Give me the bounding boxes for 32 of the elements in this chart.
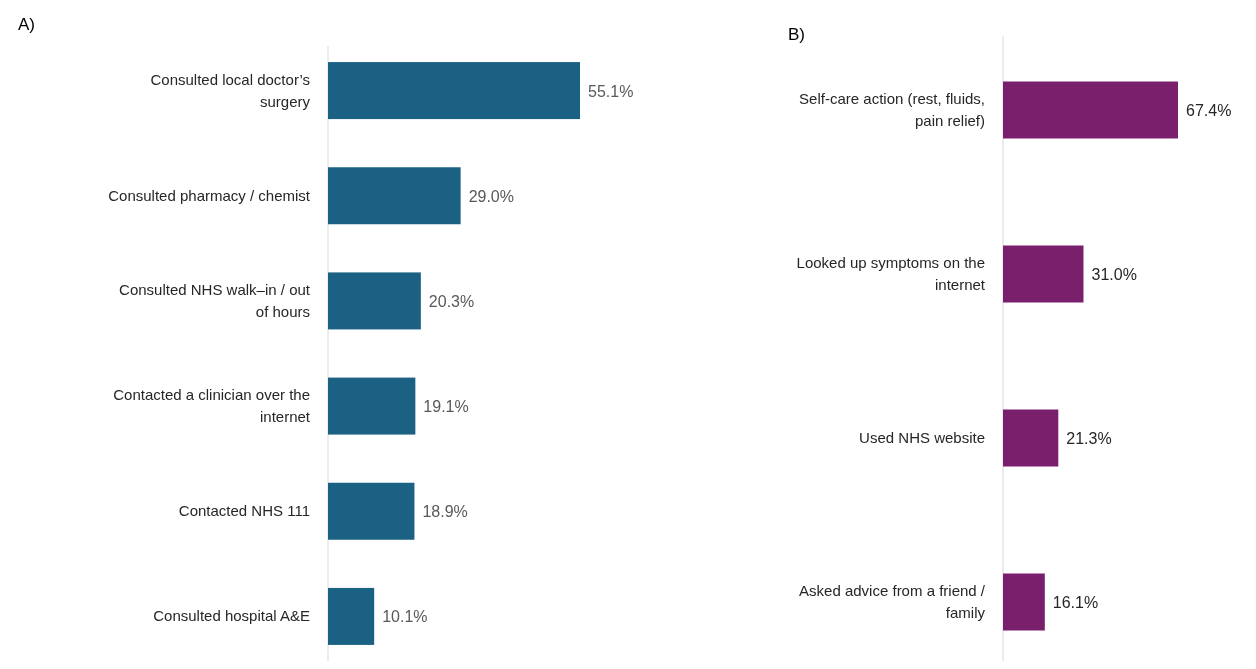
y-tick-label: Looked up symptoms on the internet xyxy=(796,254,986,293)
bar xyxy=(328,482,415,540)
data-label: 21.3% xyxy=(1066,430,1112,447)
y-tick-label: Asked advice from a friend / family xyxy=(799,582,986,621)
y-tick-label: Consulted local doctor’s surgery xyxy=(150,70,311,110)
y-tick-label: Consulted NHS walk–in / out of hours xyxy=(119,280,311,320)
data-label: 10.1% xyxy=(382,608,428,626)
y-tick-label: Consulted pharmacy / chemist xyxy=(108,186,311,204)
data-label: 29.0% xyxy=(468,187,515,205)
bar xyxy=(328,272,421,330)
data-label: 67.4% xyxy=(1186,102,1232,119)
bar xyxy=(328,377,416,435)
y-tick-label: Consulted hospital A&E xyxy=(153,607,310,625)
data-label: 20.3% xyxy=(428,292,475,310)
data-label: 18.9% xyxy=(422,503,468,521)
y-tick-label: Used NHS website xyxy=(859,429,985,446)
data-label: 16.1% xyxy=(1052,594,1099,611)
y-tick-label: Contacted NHS 111 xyxy=(178,502,310,520)
y-tick-label: Self-care action (rest, fluids, pain relief) xyxy=(799,90,985,129)
y-tick-label: Contacted a clinician over the internet xyxy=(113,386,311,426)
text: B) xyxy=(788,25,805,44)
data-label: 31.0% xyxy=(1091,266,1137,283)
data-label: 55.1% xyxy=(588,82,634,100)
text: A) xyxy=(18,15,35,34)
data-label: 19.1% xyxy=(423,398,469,416)
bar xyxy=(328,167,461,225)
bar xyxy=(328,62,580,120)
bar xyxy=(1003,245,1084,303)
bar xyxy=(1003,409,1059,467)
bar xyxy=(328,587,375,645)
bar xyxy=(1003,573,1045,631)
bar xyxy=(1003,81,1178,139)
